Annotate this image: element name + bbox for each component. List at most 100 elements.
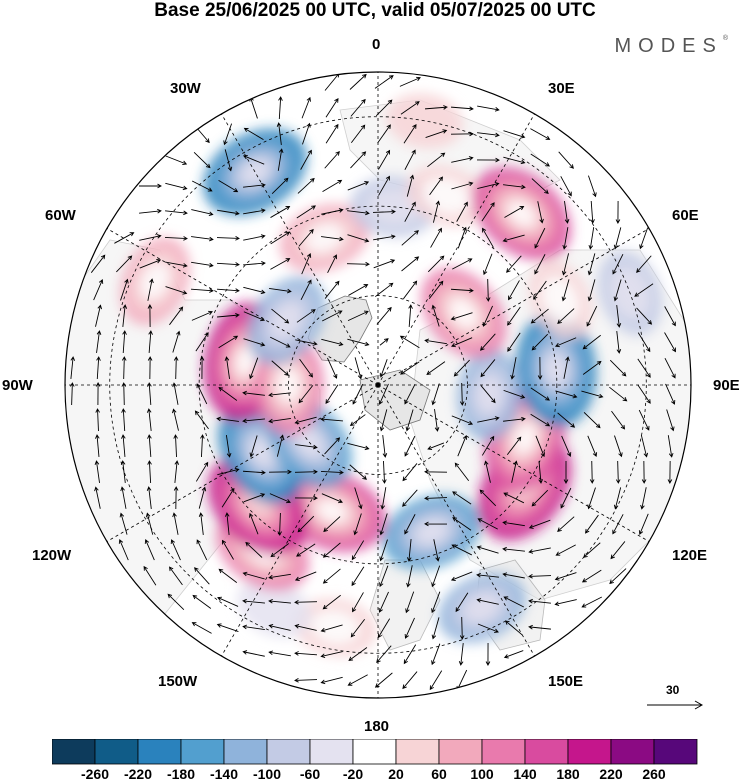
wind-vector: [504, 206, 525, 218]
wind-vector: [502, 572, 525, 579]
wind-vector: [269, 336, 291, 348]
wind-vector: [555, 544, 576, 556]
colorbar-tick-label: -180: [166, 766, 196, 782]
wind-vector: [224, 512, 230, 535]
wind-vector: [477, 181, 500, 189]
colorbar-tick-label: 220: [599, 766, 623, 782]
wind-vector: [193, 152, 211, 169]
wind-vector: [610, 541, 626, 560]
wind-vector: [480, 385, 496, 404]
wind-vector: [482, 227, 494, 248]
wind-vector: [665, 383, 676, 405]
wind-vector: [242, 624, 265, 630]
wind-vector: [191, 622, 212, 634]
wind-vector: [218, 386, 238, 401]
wind-vector: [147, 434, 152, 458]
meridian-line: [221, 384, 379, 657]
anomaly-contour: [140, 262, 171, 300]
wind-vector: [613, 227, 622, 250]
wind-vector: [452, 517, 472, 531]
anomaly-field: [120, 93, 663, 657]
wind-vector: [457, 434, 468, 457]
wind-vector: [588, 227, 595, 250]
wind-vector: [325, 123, 339, 144]
wind-vector: [403, 280, 418, 300]
wind-vector: [485, 642, 491, 666]
colorbar-tick-label: -260: [80, 766, 110, 782]
colorbar-tick-label: 60: [431, 766, 447, 782]
wind-vector: [458, 643, 464, 666]
wind-vector: [427, 152, 446, 168]
wind-vector: [425, 129, 448, 139]
wind-vector: [531, 489, 549, 507]
wind-vector: [350, 618, 366, 638]
wind-vector: [375, 99, 393, 117]
wind-vector: [320, 470, 344, 475]
wind-vector: [382, 460, 387, 484]
wind-vector: [587, 435, 598, 458]
wind-vector: [431, 304, 440, 327]
wind-vector: [402, 671, 418, 690]
wind-vector: [450, 571, 473, 582]
wind-vector: [537, 356, 543, 380]
wind-vector: [349, 464, 367, 480]
colorbar-tick-label: -20: [342, 766, 364, 782]
wind-vector: [269, 493, 291, 504]
colorbar-swatch: [395, 739, 440, 765]
wind-vector: [484, 460, 491, 483]
wind-vector: [139, 208, 162, 214]
wind-vector: [242, 390, 265, 396]
lon-label-90w: 90W: [2, 377, 33, 394]
wind-vector: [242, 470, 266, 475]
wind-vector: [139, 259, 162, 269]
wind-vector: [294, 599, 318, 605]
wind-vector: [354, 357, 363, 380]
colorbar-swatch: [481, 739, 526, 765]
wind-vector: [271, 177, 289, 195]
wind-vector: [270, 231, 291, 245]
wind-vector: [243, 234, 266, 241]
wind-vector: [481, 435, 495, 456]
anomaly-contour: [237, 578, 312, 638]
wind-vector: [321, 493, 343, 504]
wind-vector: [294, 495, 318, 501]
wind-vector: [121, 382, 127, 406]
wind-vector: [637, 384, 651, 404]
wind-vector: [216, 416, 239, 422]
wind-vector: [320, 676, 343, 685]
wind-vector: [322, 179, 343, 192]
colorbar-swatch: [52, 739, 96, 765]
wind-vector: [613, 487, 622, 510]
wind-vector: [634, 283, 654, 297]
wind-vector: [242, 418, 265, 424]
wind-vector: [612, 253, 624, 275]
wind-vector: [400, 101, 420, 115]
wind-vector: [243, 286, 266, 295]
wind-vector: [586, 305, 598, 327]
wind-vector: [585, 514, 599, 534]
wind-vector: [216, 623, 239, 632]
wind-vector: [480, 333, 496, 351]
wind-vector: [485, 278, 491, 302]
meridian-line: [377, 113, 535, 386]
wind-vector: [560, 487, 572, 509]
wind-vector: [582, 334, 601, 350]
colorbar-tick-label: 100: [470, 766, 494, 782]
wind-vector: [380, 487, 387, 510]
wind-vector: [270, 205, 291, 218]
wind-vector: [456, 201, 468, 222]
wind-vector: [404, 384, 416, 405]
wind-vector: [404, 149, 416, 170]
wind-vector: [172, 330, 181, 353]
wind-vector: [198, 512, 204, 535]
wind-vector: [664, 332, 676, 353]
wind-vector: [170, 539, 181, 561]
wind-vector: [431, 617, 440, 640]
wind-vector: [301, 253, 312, 275]
wind-vector: [320, 417, 343, 422]
wind-vector: [376, 645, 392, 664]
wind-vector: [268, 650, 291, 657]
wind-vector: [378, 149, 391, 170]
wind-vector: [424, 469, 448, 475]
wind-vector: [533, 280, 547, 300]
